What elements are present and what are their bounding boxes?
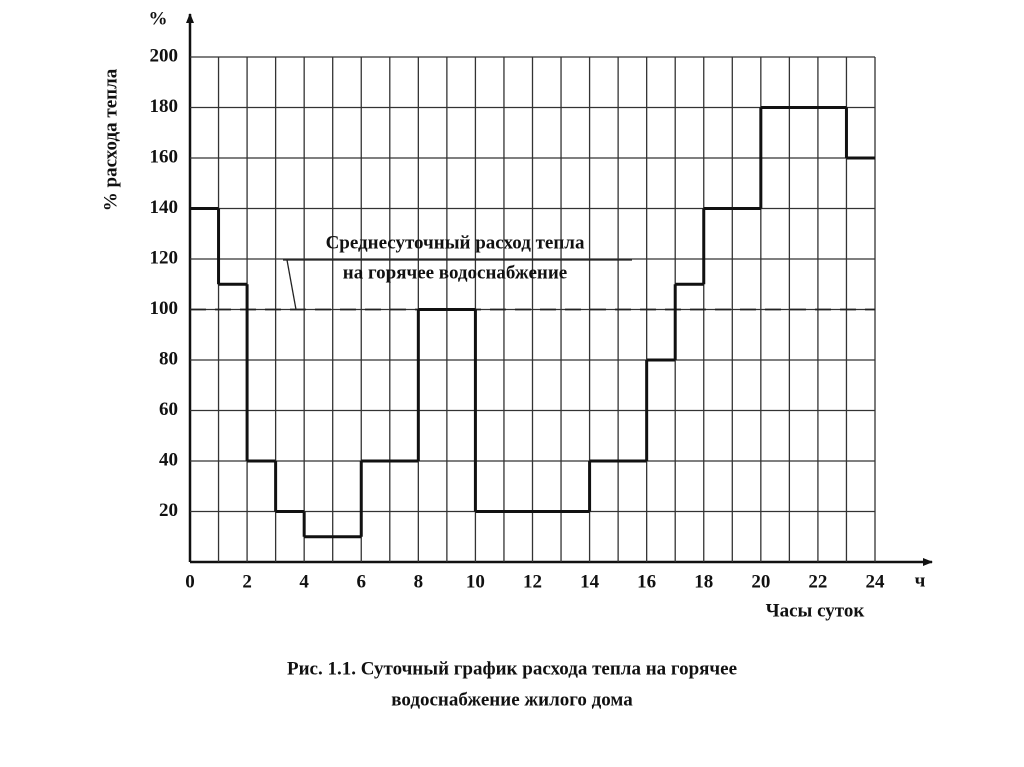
label-leader	[286, 259, 297, 310]
x-tick-label: 18	[694, 571, 713, 592]
y-axis-label: % расхода тепла	[100, 68, 121, 211]
x-tick-label: 0	[185, 571, 195, 592]
x-tick-label: 6	[357, 571, 367, 592]
x-tick-label: 14	[580, 571, 600, 592]
x-tick-label: 4	[299, 571, 309, 592]
x-tick-label: 2	[242, 571, 252, 592]
reference-label: Среднесуточный расход тепла	[326, 232, 585, 253]
y-tick-label: 140	[150, 197, 179, 218]
y-unit: %	[149, 8, 168, 29]
x-tick-label: 24	[866, 571, 886, 592]
x-tick-label: 22	[808, 571, 827, 592]
x-tick-label: 16	[637, 571, 656, 592]
caption: водоснабжение жилого дома	[391, 689, 633, 710]
y-tick-label: 40	[159, 449, 178, 470]
y-tick-label: 120	[150, 247, 179, 268]
x-tick-label: 12	[523, 571, 542, 592]
x-tick-label: 20	[751, 571, 770, 592]
x-unit: ч	[915, 570, 926, 591]
y-tick-label: 60	[159, 399, 178, 420]
y-tick-label: 200	[150, 45, 179, 66]
y-tick-label: 20	[159, 500, 178, 521]
y-tick-label: 80	[159, 348, 178, 369]
y-tick-label: 180	[150, 96, 179, 117]
x-tick-label: 8	[414, 571, 424, 592]
y-tick-label: 160	[150, 146, 179, 167]
y-tick-label: 100	[150, 298, 179, 319]
caption: Рис. 1.1. Суточный график расхода тепла …	[287, 658, 737, 679]
x-axis-label: Часы суток	[766, 600, 865, 621]
x-tick-label: 10	[466, 571, 485, 592]
reference-label: на горячее водоснабжение	[343, 262, 567, 283]
